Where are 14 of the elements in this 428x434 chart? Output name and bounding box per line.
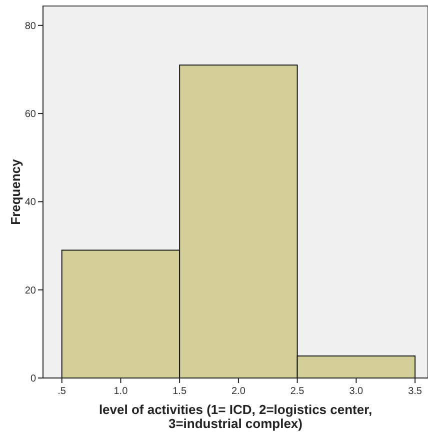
y-tick-label: 40	[24, 197, 36, 208]
x-tick-label: 1.0	[114, 386, 128, 397]
x-axis-title: level of activities (1= ICD, 2=logistics center, 3=industrial complex)	[98, 402, 372, 431]
x-tick-label: 3.0	[349, 386, 364, 397]
y-tick-label: 80	[24, 20, 36, 32]
y-tick-label: 20	[24, 285, 36, 296]
y-tick-label: 0	[30, 374, 36, 384]
x-tick-label: 3.5	[408, 386, 422, 397]
x-tick-label: .5	[58, 386, 66, 397]
x-tick-label: 1.5	[172, 386, 187, 397]
y-axis-title: Frequency	[8, 158, 23, 225]
y-tick-label: 60	[24, 109, 36, 120]
x-tick-label: 2.0	[231, 386, 246, 397]
x-tick-label: 2.5	[290, 386, 305, 397]
